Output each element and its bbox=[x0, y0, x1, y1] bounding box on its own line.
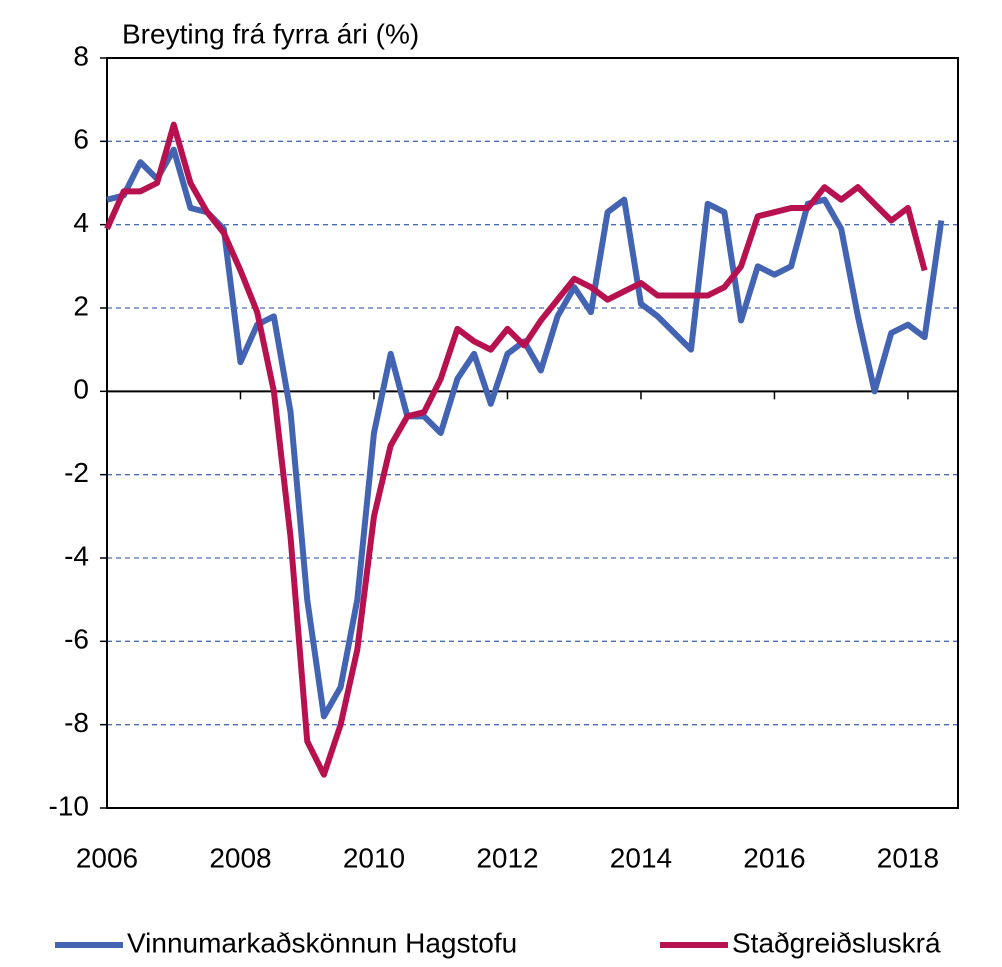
y-tick-label: -8 bbox=[64, 707, 89, 738]
y-tick-label: -2 bbox=[64, 457, 89, 488]
x-tick-label: 2006 bbox=[76, 842, 138, 873]
y-tick-label: 2 bbox=[73, 290, 89, 321]
series-line bbox=[106, 146, 945, 720]
y-tick-label: 4 bbox=[73, 207, 89, 238]
x-tick-label: 2014 bbox=[610, 842, 672, 873]
legend-label: Staðgreiðsluskrá bbox=[732, 927, 941, 958]
y-tick-label: -10 bbox=[49, 790, 89, 821]
y-axis-label: Breyting frá fyrra ári (%) bbox=[122, 18, 419, 49]
x-tick-label: 2018 bbox=[877, 842, 939, 873]
x-tick-label: 2008 bbox=[209, 842, 271, 873]
y-tick-label: 0 bbox=[73, 374, 89, 405]
x-tick-label: 2016 bbox=[743, 842, 805, 873]
x-tick-label: 2010 bbox=[343, 842, 405, 873]
plot-border bbox=[106, 57, 959, 809]
legend-label: Vinnumarkaðskönnun Hagstofu bbox=[127, 927, 517, 958]
y-tick-label: -4 bbox=[64, 540, 89, 571]
y-tick-label: 6 bbox=[73, 124, 89, 155]
y-tick-label: -6 bbox=[64, 624, 89, 655]
y-tick-label: 8 bbox=[73, 40, 89, 71]
series-line bbox=[104, 121, 928, 778]
x-tick-label: 2012 bbox=[476, 842, 538, 873]
